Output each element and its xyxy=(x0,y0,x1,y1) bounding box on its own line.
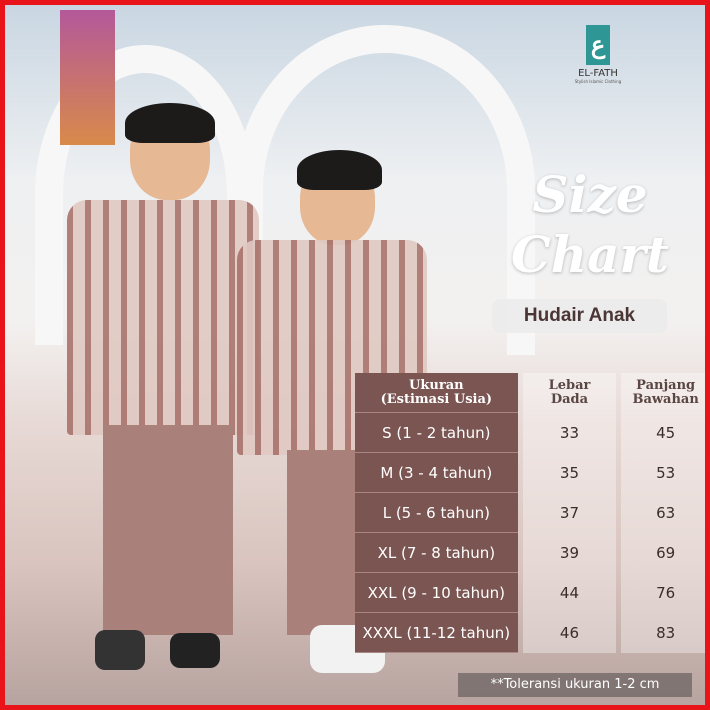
chest-cell: 33 xyxy=(522,413,617,453)
size-cell: XL (7 - 8 tahun) xyxy=(355,533,518,573)
brand-logo: ع EL-FATH Stylish Islamic Clothing xyxy=(568,25,628,84)
table-row: L (5 - 6 tahun) 37 63 xyxy=(355,493,705,533)
chest-cell: 35 xyxy=(522,453,617,493)
table-row: XXL (9 - 10 tahun) 44 76 xyxy=(355,573,705,613)
product-name: Hudair Anak xyxy=(492,299,667,333)
length-cell: 45 xyxy=(621,413,705,453)
size-cell: XXXL (11-12 tahun) xyxy=(355,613,518,653)
banner xyxy=(60,10,115,145)
chest-cell: 39 xyxy=(522,533,617,573)
table-row: XL (7 - 8 tahun) 39 69 xyxy=(355,533,705,573)
table-row: M (3 - 4 tahun) 35 53 xyxy=(355,453,705,493)
size-cell: XXL (9 - 10 tahun) xyxy=(355,573,518,613)
chest-cell: 46 xyxy=(522,613,617,653)
size-cell: M (3 - 4 tahun) xyxy=(355,453,518,493)
length-cell: 76 xyxy=(621,573,705,613)
tolerance-note: **Toleransi ukuran 1-2 cm xyxy=(458,673,692,697)
brand-tagline: Stylish Islamic Clothing xyxy=(574,79,622,84)
header-chest: Lebar Dada xyxy=(522,373,617,413)
length-cell: 53 xyxy=(621,453,705,493)
size-table: Ukuran (Estimasi Usia) Lebar Dada Panjang B… xyxy=(355,373,705,653)
chest-cell: 44 xyxy=(522,573,617,613)
table-row: XXXL (11-12 tahun) 46 83 xyxy=(355,613,705,653)
size-cell: S (1 - 2 tahun) xyxy=(355,413,518,453)
size-cell: L (5 - 6 tahun) xyxy=(355,493,518,533)
table-header: Ukuran (Estimasi Usia) Lebar Dada Panjang B… xyxy=(355,373,705,413)
table-row: S (1 - 2 tahun) 33 45 xyxy=(355,413,705,453)
brand-name: EL-FATH xyxy=(578,68,618,79)
header-length: Panjang Bawahan xyxy=(621,373,705,413)
length-cell: 83 xyxy=(621,613,705,653)
header-size: Ukuran (Estimasi Usia) xyxy=(355,373,518,413)
chest-cell: 37 xyxy=(522,493,617,533)
title-size: Size xyxy=(532,165,648,224)
logo-mark: ع xyxy=(586,25,610,65)
length-cell: 69 xyxy=(621,533,705,573)
length-cell: 63 xyxy=(621,493,705,533)
title-chart: Chart xyxy=(511,225,669,284)
